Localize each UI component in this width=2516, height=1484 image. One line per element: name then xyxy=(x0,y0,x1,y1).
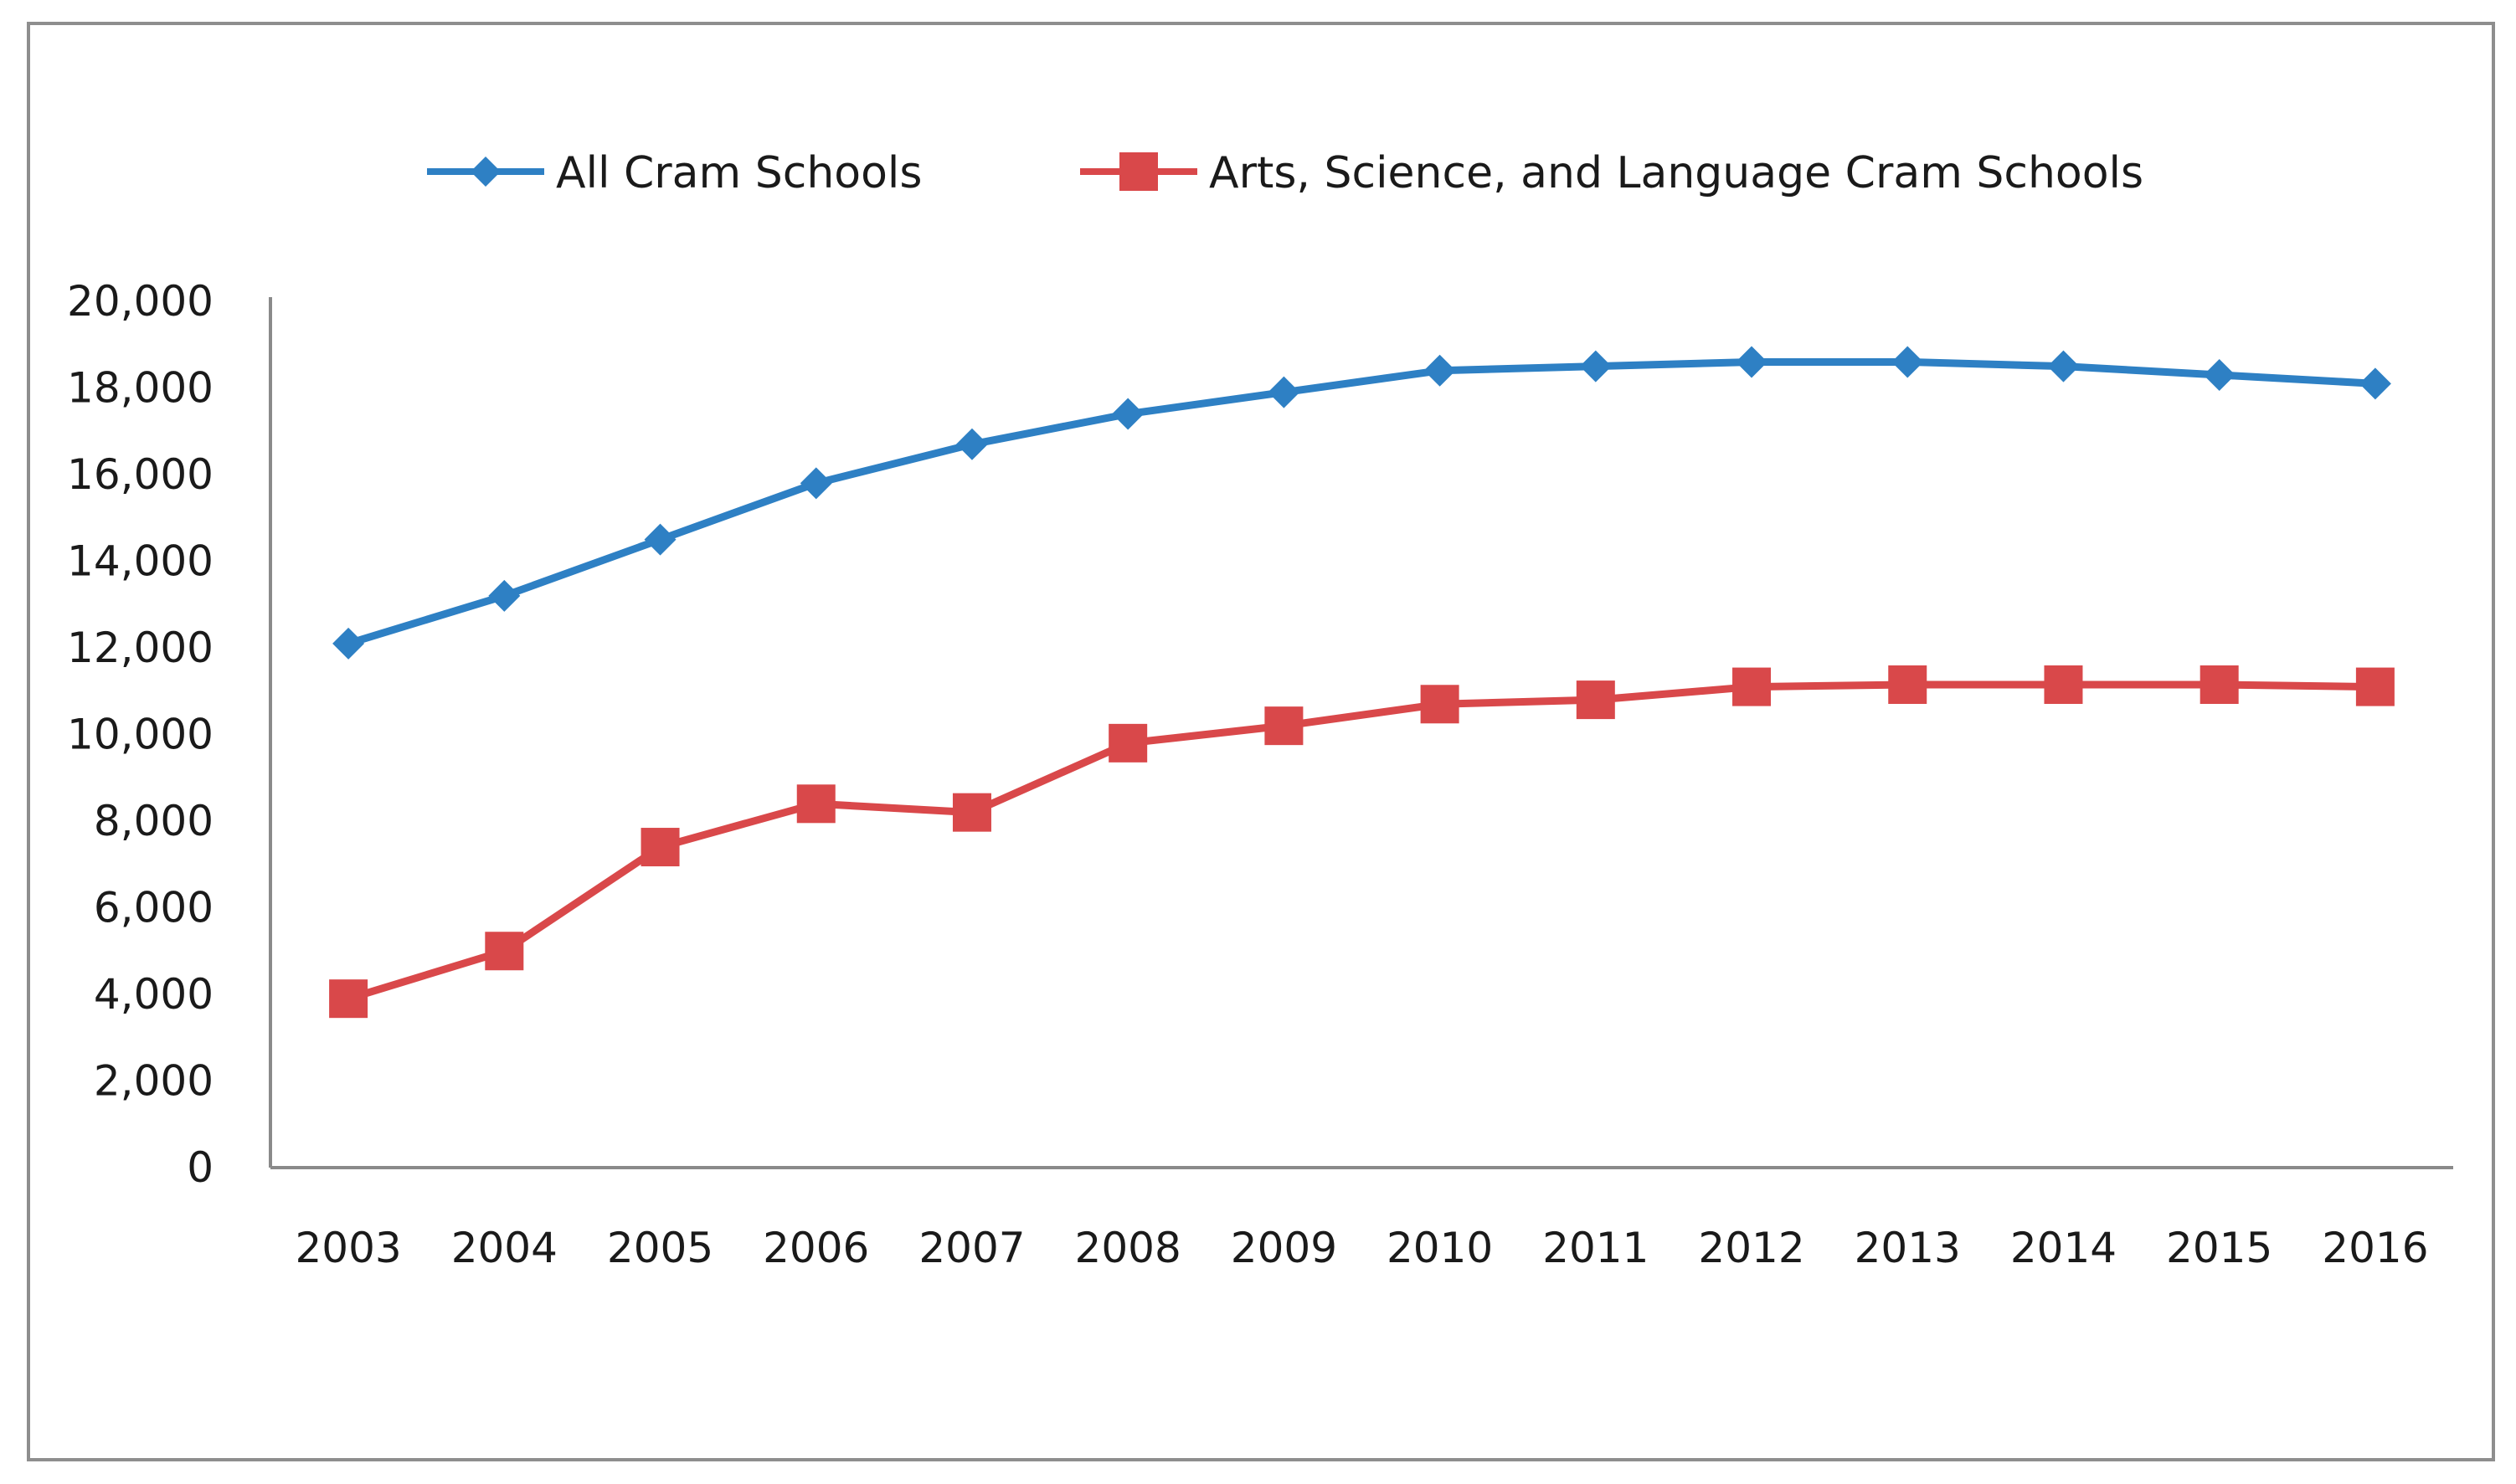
data-point xyxy=(1736,346,1768,378)
x-tick-label: 2010 xyxy=(1387,1224,1493,1272)
data-point xyxy=(1268,376,1300,408)
x-tick-label: 2008 xyxy=(1075,1224,1181,1272)
data-point xyxy=(2047,350,2080,383)
series-line xyxy=(344,357,2380,648)
data-point xyxy=(1732,667,1772,706)
data-point xyxy=(2203,358,2236,391)
chart-frame xyxy=(27,22,2495,1461)
data-point xyxy=(485,932,524,971)
data-point xyxy=(1888,665,1927,704)
data-point xyxy=(952,793,991,832)
data-point xyxy=(2359,367,2391,400)
x-tick-label: 2004 xyxy=(451,1224,558,1272)
data-point xyxy=(1423,354,1456,387)
series-line xyxy=(344,680,2380,1003)
data-point xyxy=(644,523,677,556)
legend-item-all-cram-schools: All Cram Schools xyxy=(427,148,922,198)
legend-marker-arts-science-language xyxy=(1119,152,1158,191)
y-tick-label: 10,000 xyxy=(67,711,214,759)
data-point xyxy=(1579,350,1612,383)
data-point xyxy=(488,579,521,612)
x-tick-label: 2016 xyxy=(2322,1224,2428,1272)
axes xyxy=(269,297,2453,1169)
x-tick-label: 2006 xyxy=(763,1224,869,1272)
y-tick-label: 4,000 xyxy=(94,970,214,1019)
x-tick-label: 2013 xyxy=(1855,1224,1961,1272)
y-tick-label: 6,000 xyxy=(94,884,214,932)
series-1 xyxy=(329,665,2395,1019)
data-point xyxy=(1891,346,1924,378)
x-tick-label: 2009 xyxy=(1231,1224,1337,1272)
legend: All Cram Schools Arts, Science, and Lang… xyxy=(427,148,2143,198)
data-point xyxy=(641,828,680,867)
legend-marker-all-cram-schools xyxy=(471,157,501,187)
x-tick-label: 2011 xyxy=(1542,1224,1649,1272)
x-tick-labels: 2003 2004 2005 2006 2007 2008 2009 2010 2011 2012… xyxy=(295,1224,2428,1272)
data-point xyxy=(2200,665,2239,704)
y-tick-label: 2,000 xyxy=(94,1057,214,1106)
legend-label-arts-science-language: Arts, Science, and Language Cram Schools xyxy=(1209,148,2143,198)
y-tick-label: 20,000 xyxy=(67,277,214,326)
data-point xyxy=(796,784,836,824)
y-tick-label: 14,000 xyxy=(67,537,214,586)
x-tick-label: 2015 xyxy=(2166,1224,2272,1272)
y-tick-label: 16,000 xyxy=(67,450,214,499)
data-point xyxy=(2044,665,2083,704)
x-tick-label: 2012 xyxy=(1698,1224,1804,1272)
y-tick-label: 8,000 xyxy=(94,797,214,845)
data-point xyxy=(955,428,988,460)
y-tick-label: 12,000 xyxy=(67,624,214,672)
legend-item-arts-science-language: Arts, Science, and Language Cram Schools xyxy=(1080,148,2143,198)
y-tick-label: 0 xyxy=(187,1143,214,1192)
data-point xyxy=(1264,706,1304,746)
series-layer xyxy=(329,346,2395,1019)
legend-label-all-cram-schools: All Cram Schools xyxy=(556,148,922,198)
y-tick-labels: 0 2,000 4,000 6,000 8,000 10,000 12,000 14,000 1… xyxy=(67,277,214,1192)
data-point xyxy=(1576,680,1615,720)
data-point xyxy=(1420,685,1459,724)
data-point xyxy=(1109,723,1148,763)
y-tick-label: 18,000 xyxy=(67,364,214,413)
series-0 xyxy=(332,346,2391,660)
x-tick-label: 2007 xyxy=(918,1224,1025,1272)
data-point xyxy=(800,467,832,500)
data-point xyxy=(329,979,368,1019)
data-point xyxy=(1112,398,1145,430)
x-tick-label: 2003 xyxy=(295,1224,401,1272)
x-tick-label: 2014 xyxy=(2010,1224,2117,1272)
x-tick-label: 2005 xyxy=(607,1224,713,1272)
data-point xyxy=(332,627,365,660)
data-point xyxy=(2355,667,2395,706)
